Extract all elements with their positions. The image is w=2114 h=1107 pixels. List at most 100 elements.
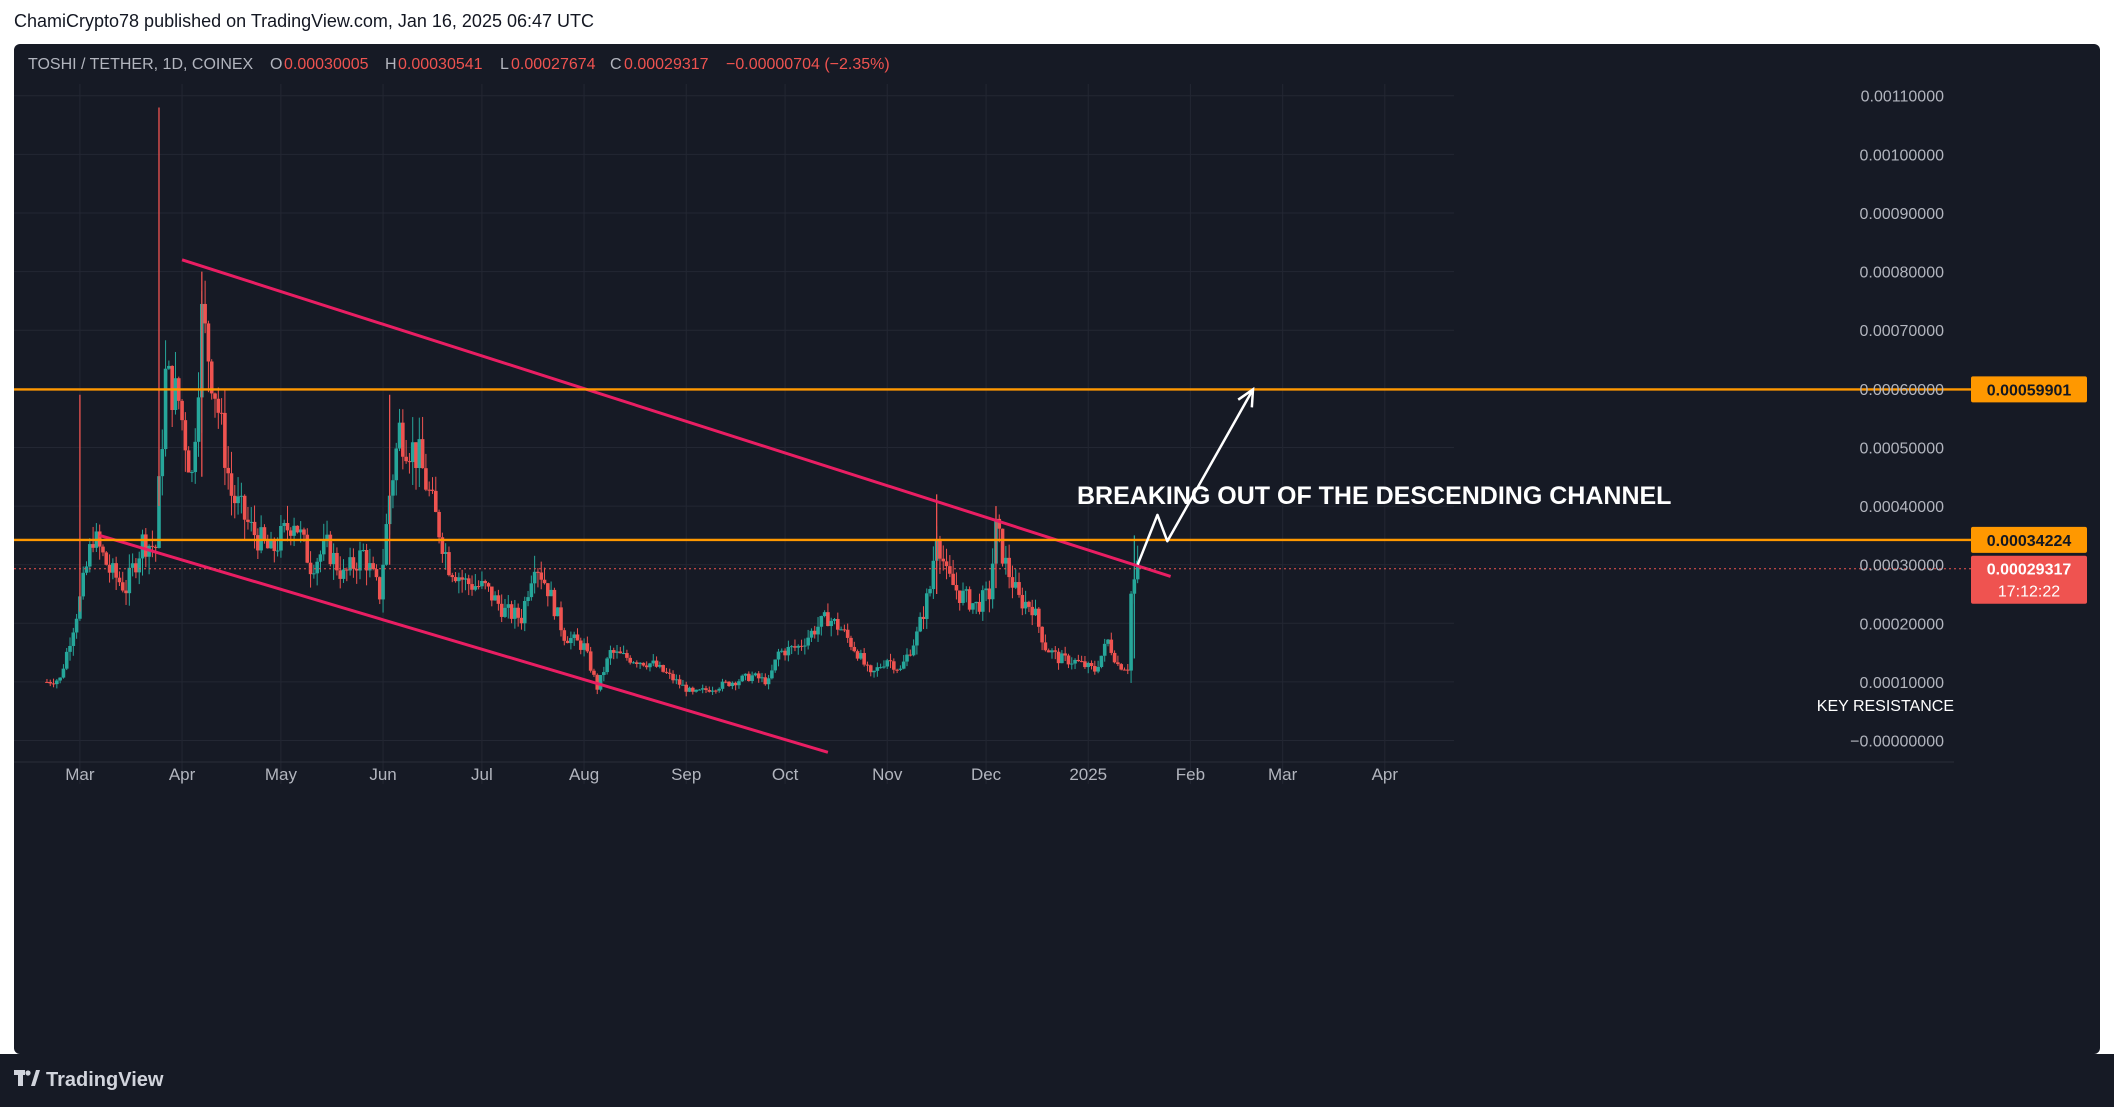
candle-body bbox=[193, 441, 198, 473]
candle-body bbox=[91, 544, 95, 548]
candle-body bbox=[391, 480, 395, 496]
candle-body bbox=[747, 673, 751, 681]
candle-body bbox=[1017, 582, 1021, 595]
candle-body bbox=[160, 449, 165, 477]
candle-body bbox=[776, 651, 781, 660]
ohlc-o-label: O bbox=[270, 56, 282, 73]
candle-body bbox=[384, 524, 389, 565]
candle-body bbox=[740, 675, 745, 682]
candle-body bbox=[631, 662, 636, 664]
candle-body bbox=[582, 643, 586, 650]
candle-body bbox=[1102, 643, 1107, 656]
candle-body bbox=[691, 687, 695, 692]
candle-body bbox=[951, 573, 955, 585]
candle-body bbox=[812, 630, 817, 635]
candle-body bbox=[549, 589, 553, 597]
x-tick-label: Apr bbox=[169, 765, 196, 784]
candle-body bbox=[862, 653, 866, 665]
candle-body bbox=[997, 518, 1002, 529]
candle-body bbox=[954, 584, 959, 591]
candle-body bbox=[694, 689, 698, 692]
candle-body bbox=[1033, 608, 1038, 616]
ohlc-c-label: C bbox=[610, 56, 622, 73]
candle-body bbox=[835, 618, 840, 630]
candle-body bbox=[793, 646, 797, 648]
footer-bar bbox=[0, 1054, 2114, 1107]
candle-body bbox=[506, 604, 511, 608]
candle-body bbox=[401, 422, 405, 457]
candle-body bbox=[628, 657, 633, 663]
candle-body bbox=[931, 560, 936, 590]
tradingview-brand[interactable]: TradingView bbox=[14, 1067, 163, 1093]
candle-body bbox=[677, 679, 682, 685]
candle-body bbox=[209, 361, 214, 394]
candle-body bbox=[621, 653, 626, 655]
candle-body bbox=[48, 682, 53, 684]
candle-body bbox=[779, 650, 784, 652]
candle-body bbox=[733, 682, 738, 686]
candle-body bbox=[572, 634, 576, 639]
candle-body bbox=[674, 679, 679, 681]
channel-lower-line bbox=[99, 533, 829, 754]
candle-body bbox=[809, 630, 814, 638]
candle-body bbox=[667, 672, 672, 674]
candle-body bbox=[190, 472, 194, 474]
candle-body bbox=[1116, 662, 1120, 665]
candle-body bbox=[707, 689, 712, 692]
candle-body bbox=[822, 612, 827, 617]
y-tick-label: 0.00070000 bbox=[1859, 323, 1944, 340]
candle-body bbox=[615, 651, 619, 653]
candle-body bbox=[509, 604, 514, 619]
candle-body bbox=[1046, 650, 1051, 653]
candle-body bbox=[433, 490, 438, 512]
candle-body bbox=[760, 677, 764, 679]
candle-body bbox=[743, 673, 748, 676]
y-tick-label: 0.00010000 bbox=[1859, 675, 1944, 692]
candle-body bbox=[282, 522, 287, 526]
candle-body bbox=[104, 552, 109, 565]
candle-body bbox=[167, 365, 171, 369]
candle-body bbox=[348, 557, 352, 571]
publish-header: ChamiCrypto78 published on TradingView.c… bbox=[0, 0, 2114, 44]
candle-body bbox=[470, 584, 474, 590]
ohlc-h-value: 0.00030541 bbox=[398, 56, 483, 73]
chart-frame[interactable]: 0.00110000 0.00100000 0.00090000 0.00080000… bbox=[14, 44, 2100, 1054]
candle-body bbox=[578, 640, 583, 650]
candle-body bbox=[618, 651, 623, 654]
candle-body bbox=[1053, 650, 1058, 652]
candle-body bbox=[898, 668, 903, 670]
candle-body bbox=[605, 658, 609, 673]
candle-body bbox=[766, 678, 771, 685]
last-price-tag: 0.00029317 17:12:22 bbox=[1971, 555, 2087, 604]
candle-body bbox=[658, 665, 662, 667]
candle-body bbox=[552, 589, 557, 617]
candle-body bbox=[756, 673, 761, 679]
candle-body bbox=[826, 612, 830, 627]
candle-body bbox=[872, 670, 876, 673]
candle-body bbox=[602, 672, 606, 676]
x-tick-label: Apr bbox=[1372, 765, 1399, 784]
candle-body bbox=[1000, 528, 1005, 564]
candle-body bbox=[803, 645, 807, 647]
candle-body bbox=[905, 654, 909, 662]
candle-body bbox=[374, 569, 379, 578]
x-tick-label: Sep bbox=[671, 765, 701, 784]
candle-body bbox=[453, 577, 458, 582]
x-tick-label: Dec bbox=[971, 765, 1002, 784]
candle-body bbox=[134, 563, 138, 573]
candle-body bbox=[634, 662, 639, 665]
candle-body bbox=[130, 563, 135, 568]
candle-body bbox=[1010, 577, 1015, 588]
candle-body bbox=[345, 569, 349, 571]
price-chart[interactable]: 0.00110000 0.00100000 0.00090000 0.00080000… bbox=[14, 44, 2100, 1054]
x-tick-label: May bbox=[265, 765, 298, 784]
candle-body bbox=[114, 563, 118, 578]
candle-body bbox=[964, 589, 969, 591]
candle-body bbox=[1135, 560, 1140, 580]
candle-body bbox=[569, 638, 573, 644]
candle-body bbox=[269, 540, 273, 549]
candle-body bbox=[532, 571, 537, 584]
candle-body bbox=[430, 489, 435, 491]
y-tick-label: 0.00080000 bbox=[1859, 265, 1944, 282]
candle-body bbox=[882, 666, 886, 668]
